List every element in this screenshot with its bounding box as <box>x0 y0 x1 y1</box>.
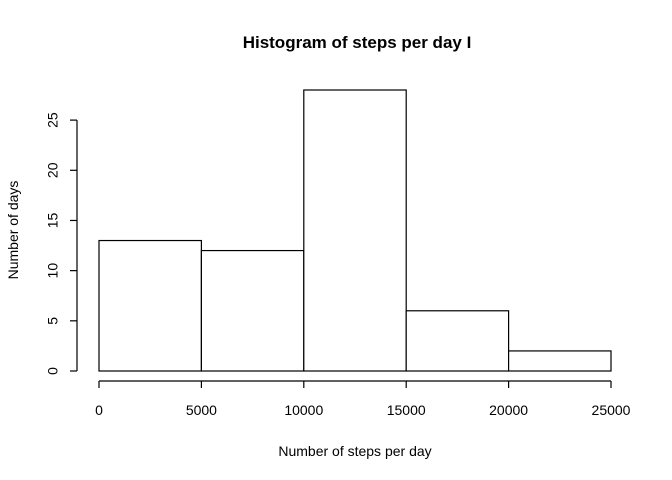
y-tick-label: 25 <box>45 112 61 128</box>
y-tick-label: 5 <box>45 317 61 325</box>
y-tick-label: 15 <box>45 212 61 228</box>
y-tick-label: 20 <box>45 162 61 178</box>
chart-title: Histogram of steps per day I <box>243 33 472 52</box>
histogram-bar-2 <box>200 249 305 372</box>
y-tick-label: 0 <box>45 367 61 375</box>
histogram-bar-1 <box>98 239 203 372</box>
histogram-bar-4 <box>405 310 510 372</box>
histogram-bar-5 <box>508 350 612 372</box>
x-tick-label: 0 <box>95 402 103 418</box>
x-axis-label: Number of steps per day <box>278 443 431 459</box>
y-axis-label: Number of days <box>5 181 21 280</box>
histogram-bar-3 <box>303 89 407 372</box>
bars-group <box>98 89 612 372</box>
y-tick-label: 10 <box>45 263 61 279</box>
x-tick-label: 15000 <box>387 402 426 418</box>
y-axis-ticks: 0 5 10 15 20 25 <box>45 112 77 375</box>
x-tick-label: 10000 <box>284 402 323 418</box>
x-tick-label: 5000 <box>186 402 217 418</box>
x-tick-label: 25000 <box>592 402 631 418</box>
x-tick-label: 20000 <box>489 402 528 418</box>
x-axis-ticks: 0 5000 10000 15000 20000 25000 <box>95 381 631 418</box>
